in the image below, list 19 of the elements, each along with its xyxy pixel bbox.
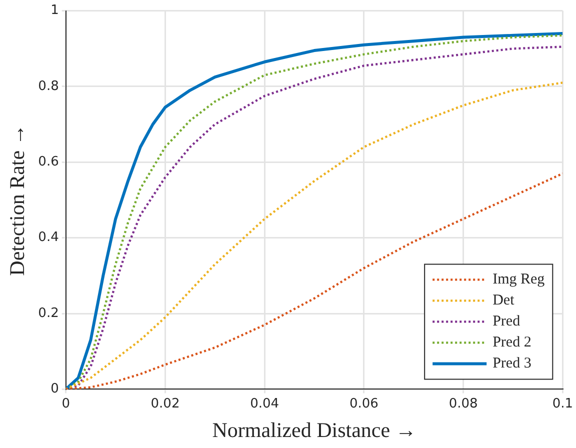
- x-axis-title: Normalized Distance →: [212, 418, 416, 442]
- y-tick-label: 0: [50, 382, 59, 397]
- y-tick-label: 0.2: [38, 306, 59, 321]
- y-tick-label: 0.8: [38, 78, 59, 94]
- y-tick-label: 0.6: [38, 154, 59, 170]
- y-tick-label: 0.4: [38, 230, 59, 246]
- legend-label: Pred 3: [492, 356, 532, 372]
- legend-label: Pred 2: [492, 334, 532, 351]
- y-tick-label: 1: [50, 3, 59, 18]
- legend-label: Det: [492, 292, 516, 309]
- legend-label: Img Reg: [492, 272, 546, 288]
- x-tick-label: 0.1: [552, 396, 574, 412]
- x-tick-label: 0.08: [448, 396, 478, 412]
- x-tick-label: 0.02: [150, 396, 180, 412]
- legend-label: Pred: [492, 314, 521, 330]
- y-axis-title: Detection Rate →: [5, 124, 30, 276]
- x-tick-label: 0.04: [250, 396, 280, 412]
- x-tick-label: 0.06: [349, 396, 378, 412]
- x-tick-label: 0: [62, 396, 70, 412]
